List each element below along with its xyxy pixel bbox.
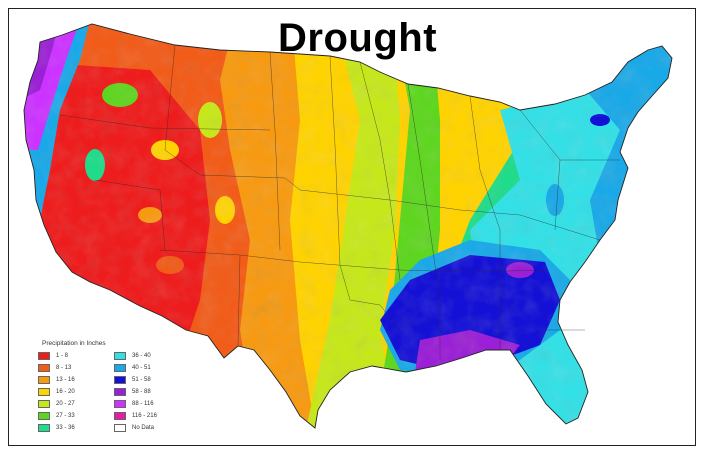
- legend-item: 13 - 16: [38, 374, 114, 386]
- legend-item: 116 - 216: [114, 410, 184, 422]
- legend-item: 16 - 20: [38, 386, 114, 398]
- legend-swatch: [114, 412, 126, 420]
- legend-item: 51 - 58: [114, 374, 184, 386]
- legend-label: 88 - 116: [132, 401, 154, 407]
- legend-item: 27 - 33: [38, 410, 114, 422]
- legend-item: 58 - 88: [114, 386, 184, 398]
- legend-label: 116 - 216: [132, 413, 157, 419]
- legend-item: 36 - 40: [114, 350, 184, 362]
- legend-label: 58 - 88: [132, 389, 151, 395]
- legend-label: 13 - 16: [56, 377, 75, 383]
- legend-item: No Data: [114, 422, 184, 434]
- legend-swatch: [38, 400, 50, 408]
- legend-swatch: [114, 400, 126, 408]
- legend-swatch: [114, 352, 126, 360]
- legend-swatch: [38, 424, 50, 432]
- legend-item: 1 - 8: [38, 350, 114, 362]
- map-title: Drought: [278, 16, 438, 60]
- legend-label: 1 - 8: [56, 353, 69, 359]
- legend-swatch: [114, 364, 126, 372]
- legend-item: 40 - 51: [114, 362, 184, 374]
- legend-item: 20 - 27: [38, 398, 114, 410]
- legend-swatch: [38, 352, 50, 360]
- legend-item: 33 - 36: [38, 422, 114, 434]
- legend-swatch: [114, 388, 126, 396]
- legend-swatch: [38, 412, 50, 420]
- figure-frame: [8, 8, 696, 446]
- state-boundaries: [59, 44, 620, 360]
- legend-label: No Data: [132, 425, 155, 431]
- legend-label: 40 - 51: [132, 365, 151, 371]
- legend-item: 8 - 13: [38, 362, 114, 374]
- legend-swatch: [38, 376, 50, 384]
- legend-label: 20 - 27: [56, 401, 75, 407]
- legend-swatch: [114, 424, 126, 432]
- legend-swatch: [38, 364, 50, 372]
- legend-label: 27 - 33: [56, 413, 75, 419]
- legend-swatch: [114, 376, 126, 384]
- legend-label: 33 - 36: [56, 425, 75, 431]
- legend-items: 1 - 8 8 - 13 13 - 16 16 - 20 20 - 27 27 - 33 3…: [38, 350, 188, 434]
- legend-item: 88 - 116: [114, 398, 184, 410]
- legend-swatch: [38, 388, 50, 396]
- legend-label: 51 - 58: [132, 377, 151, 383]
- legend-label: 8 - 13: [56, 365, 72, 371]
- legend-label: 16 - 20: [56, 389, 75, 395]
- legend-title: Precipitation in Inches: [42, 340, 106, 347]
- legend: Precipitation in Inches 1 - 8 8 - 13 13 - …: [38, 340, 188, 440]
- legend-label: 36 - 40: [132, 353, 151, 359]
